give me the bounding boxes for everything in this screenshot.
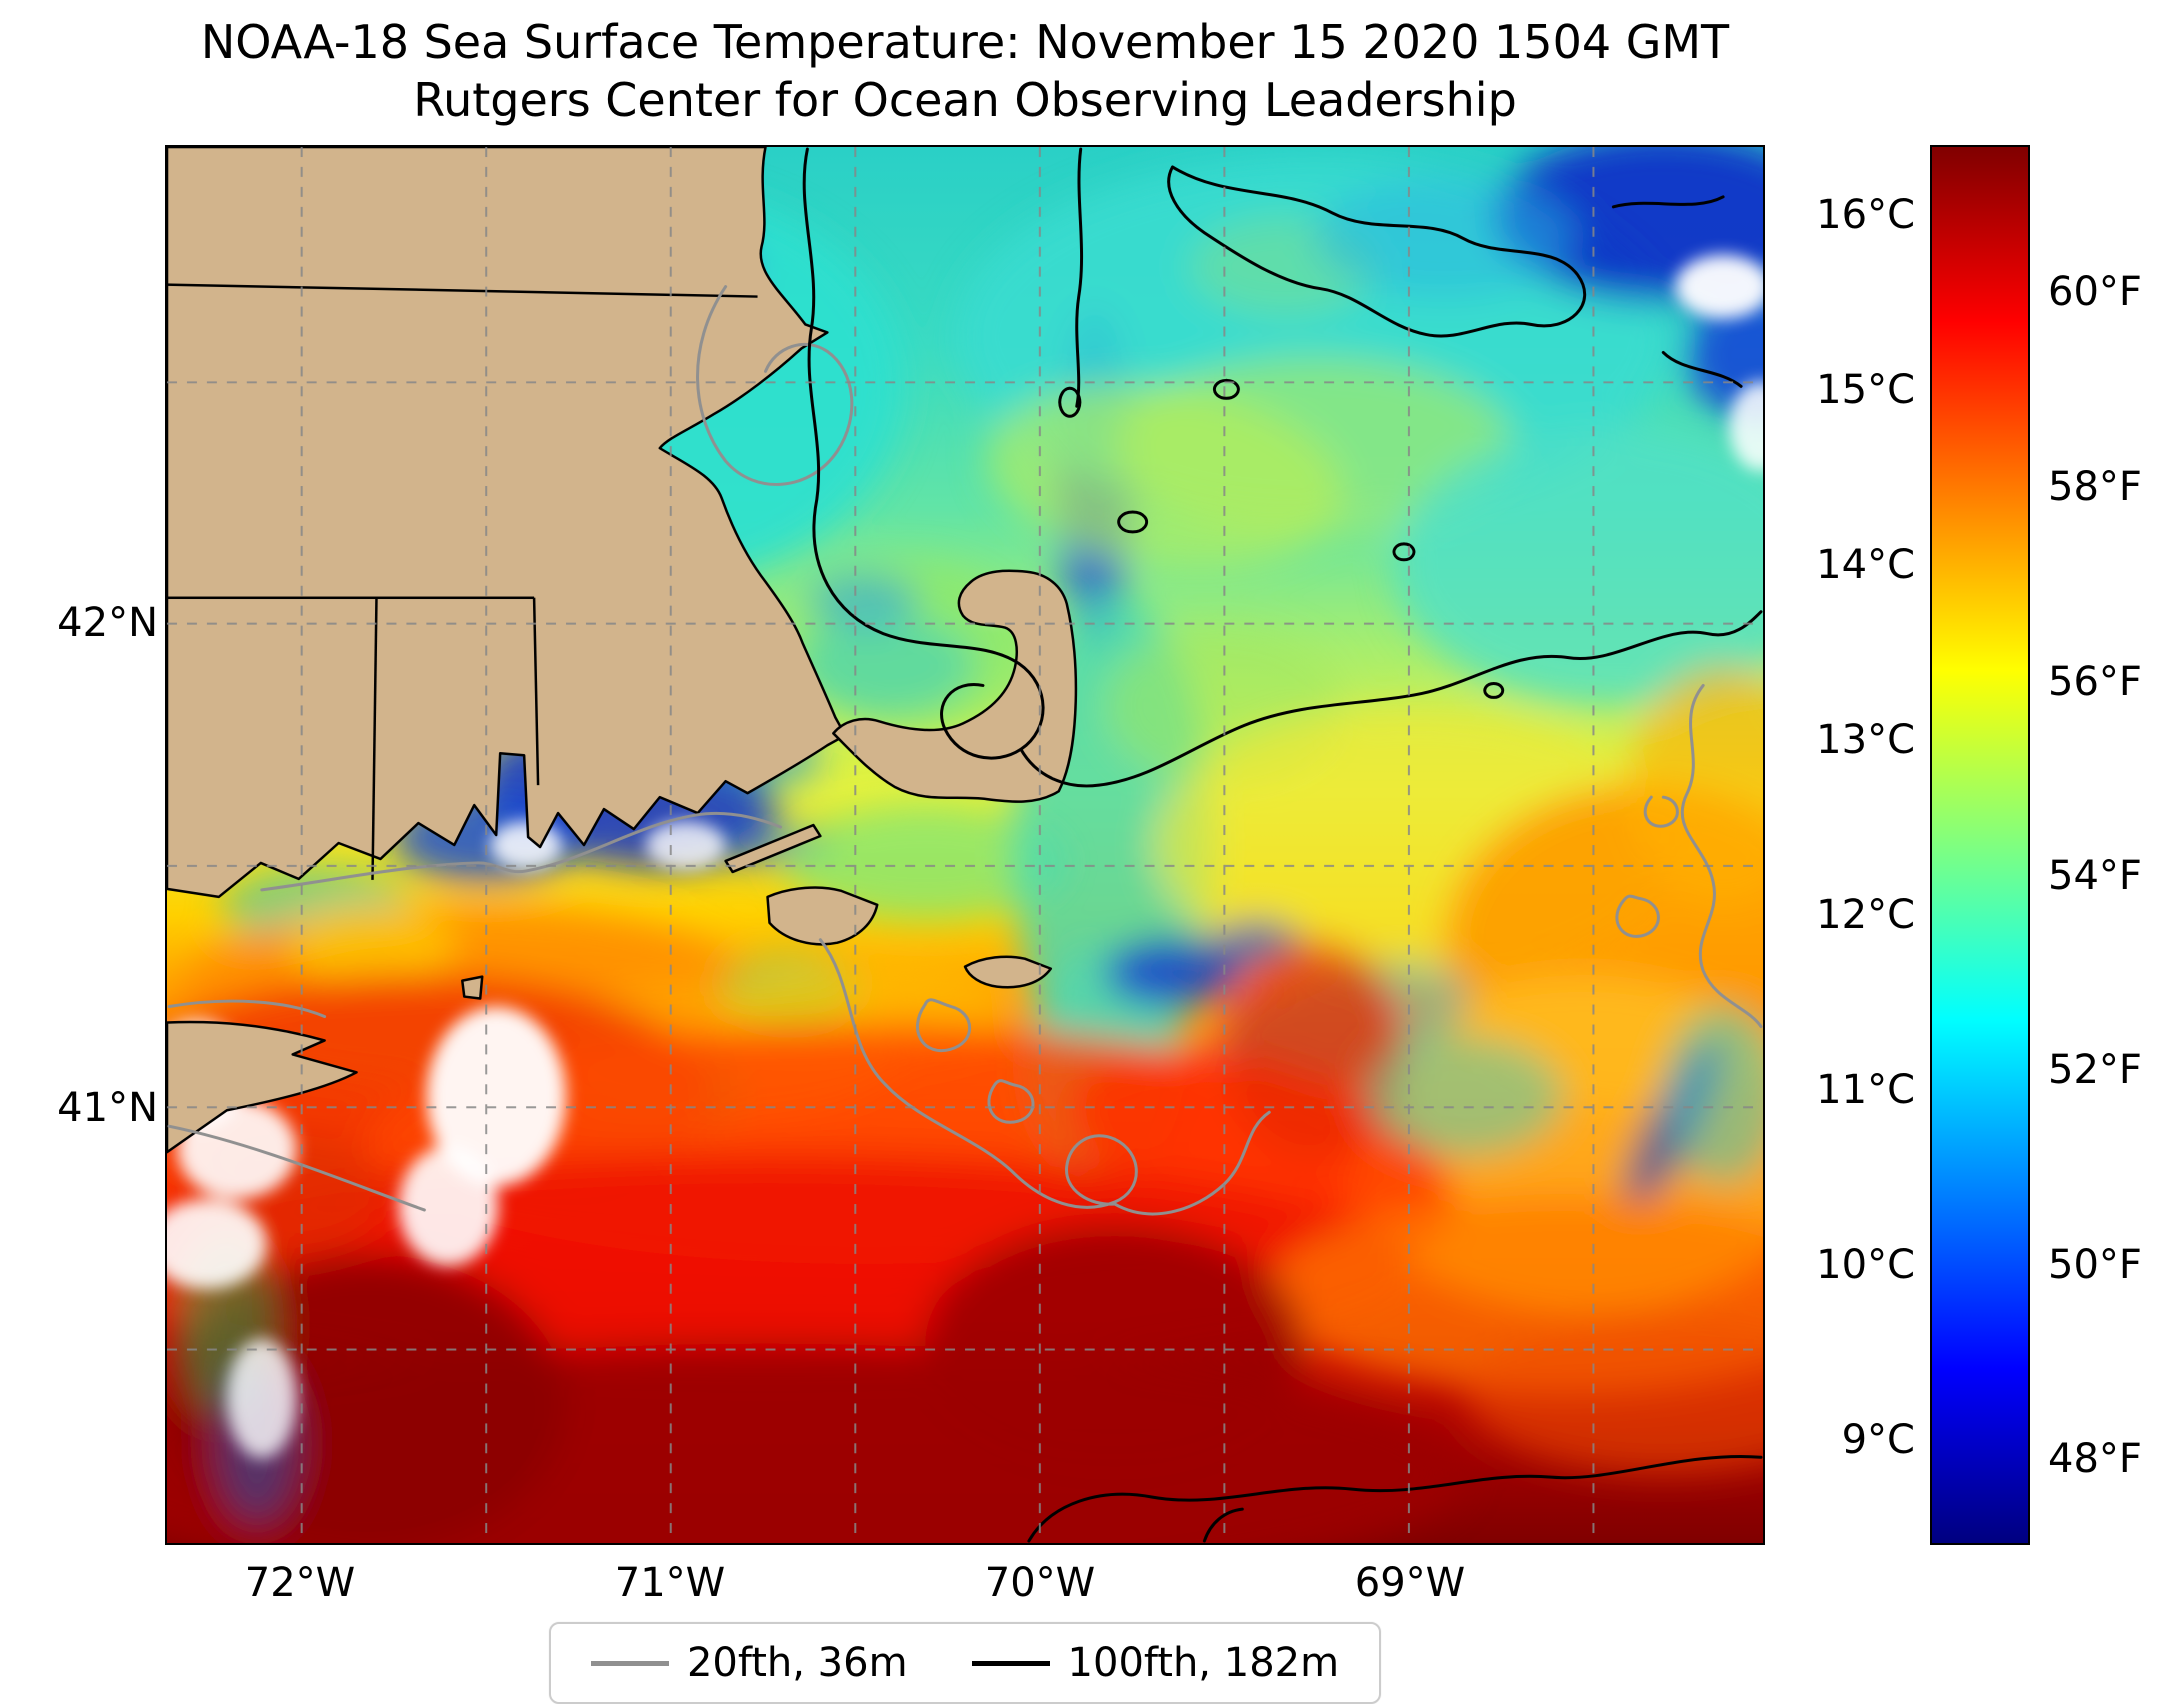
cbar-tick-16c: 16°C bbox=[1816, 192, 1915, 238]
y-tick-41n: 41°N bbox=[57, 1085, 158, 1131]
y-tick-42n: 42°N bbox=[57, 600, 158, 646]
sst-map bbox=[165, 145, 1765, 1545]
cbar-tick-58f: 58°F bbox=[2048, 464, 2142, 510]
cbar-tick-54f: 54°F bbox=[2048, 853, 2142, 899]
contour-legend: 20fth, 36m 100fth, 182m bbox=[548, 1622, 1382, 1704]
cbar-tick-12c: 12°C bbox=[1816, 892, 1915, 938]
contour-20-fathom bbox=[167, 285, 1763, 1216]
title-line-1: NOAA-18 Sea Surface Temperature: Novembe… bbox=[200, 15, 1730, 69]
cbar-tick-56f: 56°F bbox=[2048, 659, 2142, 705]
colorbar bbox=[1930, 145, 2030, 1545]
land-long-island bbox=[167, 1020, 358, 1154]
x-tick-70w: 70°W bbox=[984, 1560, 1096, 1606]
legend-row: 20fth, 36m 100fth, 182m bbox=[165, 1622, 1765, 1704]
cbar-tick-11c: 11°C bbox=[1816, 1067, 1915, 1113]
legend-item-20fth: 20fth, 36m bbox=[590, 1640, 908, 1686]
land-marthas-vineyard bbox=[766, 886, 879, 946]
legend-label-100fth: 100fth, 182m bbox=[1067, 1640, 1340, 1686]
land-cape-cod bbox=[832, 569, 1078, 803]
land-nantucket bbox=[963, 955, 1053, 989]
x-tick-72w: 72°W bbox=[244, 1560, 356, 1606]
cbar-tick-52f: 52°F bbox=[2048, 1047, 2142, 1093]
x-tick-69w: 69°W bbox=[1354, 1560, 1466, 1606]
cbar-tick-15c: 15°C bbox=[1816, 367, 1915, 413]
contour-100-fathom bbox=[802, 147, 1763, 1543]
cbar-tick-14c: 14°C bbox=[1816, 542, 1915, 588]
page-title: NOAA-18 Sea Surface Temperature: Novembe… bbox=[165, 14, 1765, 129]
land-mainland-new-england bbox=[167, 147, 847, 899]
legend-label-20fth: 20fth, 36m bbox=[686, 1640, 908, 1686]
x-tick-71w: 71°W bbox=[614, 1560, 726, 1606]
legend-item-100fth: 100fth, 182m bbox=[971, 1640, 1340, 1686]
cbar-tick-48f: 48°F bbox=[2048, 1436, 2142, 1482]
cbar-tick-9c: 9°C bbox=[1841, 1417, 1915, 1463]
land-elizabeth-islands bbox=[724, 823, 822, 874]
cbar-tick-50f: 50°F bbox=[2048, 1242, 2142, 1288]
legend-line-gray bbox=[590, 1660, 669, 1666]
graticule bbox=[167, 147, 1763, 1543]
cbar-tick-60f: 60°F bbox=[2048, 269, 2142, 315]
sst-map-svg bbox=[167, 147, 1763, 1543]
title-line-2: Rutgers Center for Ocean Observing Leade… bbox=[413, 72, 1517, 127]
cbar-tick-10c: 10°C bbox=[1816, 1242, 1915, 1288]
state-borders bbox=[167, 283, 758, 880]
legend-line-black bbox=[971, 1660, 1050, 1666]
land bbox=[167, 147, 1078, 1154]
cbar-tick-13c: 13°C bbox=[1816, 717, 1915, 763]
land-block-island bbox=[461, 975, 484, 1000]
